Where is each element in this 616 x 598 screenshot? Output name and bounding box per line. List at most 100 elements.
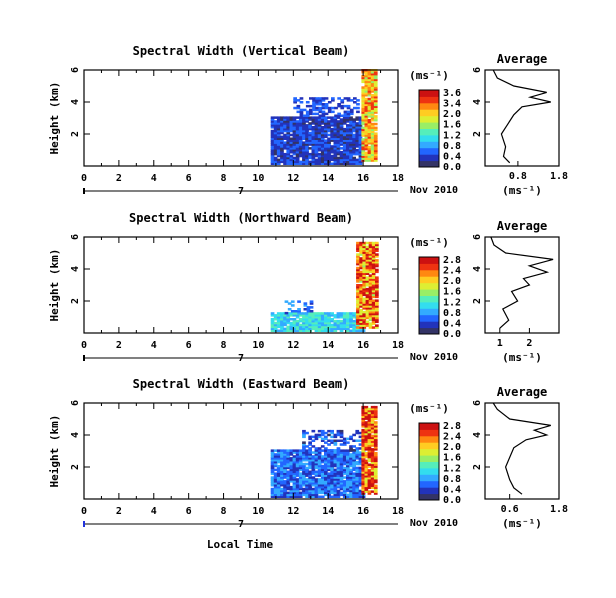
heatmap-cell	[333, 154, 338, 158]
heatmap-cell	[273, 149, 278, 152]
heatmap-cell	[364, 72, 369, 76]
heatmap-cell	[352, 141, 356, 144]
heatmap-cell	[302, 124, 306, 127]
heatmap-cell	[327, 484, 331, 487]
heatmap-cell	[370, 143, 375, 147]
heatmap-cell	[320, 147, 325, 150]
heatmap-cell	[336, 116, 341, 119]
heatmap-cell	[302, 445, 306, 448]
heatmap-cell	[342, 493, 347, 497]
heatmap-cell	[336, 321, 341, 325]
heatmap-cell	[311, 482, 316, 485]
heatmap-cell	[373, 411, 378, 415]
heatmap-cell	[324, 451, 328, 454]
heatmap-cell	[373, 122, 378, 126]
heatmap-cell	[314, 131, 319, 135]
heatmap-cell	[305, 431, 309, 435]
heatmap-cell	[336, 160, 341, 164]
heatmap-cell	[336, 323, 341, 327]
heatmap-cell	[352, 158, 356, 162]
heatmap-cell	[302, 133, 306, 137]
heatmap-cell	[367, 415, 372, 418]
heatmap-cell	[273, 472, 278, 475]
heatmap-cell	[370, 475, 375, 478]
heatmap-cell	[349, 116, 353, 119]
heatmap-cell	[270, 129, 275, 133]
heatmap-cell	[355, 493, 360, 497]
heatmap-cell	[336, 429, 341, 433]
heatmap-cell	[339, 431, 344, 435]
heatmap-cell	[330, 156, 334, 160]
heatmap-cell	[356, 286, 360, 289]
heatmap-cell	[276, 316, 281, 319]
heatmap-cell	[283, 133, 287, 137]
heatmap-cell	[352, 453, 356, 456]
heatmap-cell	[330, 122, 334, 125]
heatmap-cell	[298, 487, 303, 491]
heatmap-cell	[333, 116, 338, 119]
heatmap-cell	[362, 322, 367, 325]
heatmap-cell	[327, 321, 331, 325]
heatmap-cell	[327, 453, 331, 456]
heatmap-cell	[339, 154, 344, 158]
heatmap-cell	[308, 141, 312, 144]
heatmap-cell	[370, 448, 375, 451]
heatmap-cell	[305, 149, 309, 152]
heatmap-cell	[327, 487, 331, 491]
heatmap-cell	[298, 120, 303, 123]
heatmap-cell	[346, 131, 350, 135]
heatmap-cell	[371, 295, 376, 299]
heatmap-cell	[333, 124, 338, 127]
heatmap-cell	[283, 482, 287, 485]
heatmap-cell	[295, 160, 300, 164]
heatmap-cell	[370, 138, 375, 141]
heatmap-cell	[373, 128, 378, 132]
heatmap-cell	[305, 462, 309, 466]
heatmap-cell	[330, 491, 334, 495]
heatmap-cell	[339, 439, 344, 442]
heatmap-cell	[289, 325, 294, 329]
heatmap-cell	[339, 478, 344, 481]
heatmap-cell	[314, 139, 319, 142]
heatmap-cell	[336, 489, 341, 493]
heatmap-cell	[327, 158, 331, 162]
heatmap-cell	[339, 451, 344, 454]
heatmap-cell	[331, 99, 335, 102]
heatmap-cell	[336, 453, 341, 456]
heatmap-cell	[283, 120, 287, 123]
heatmap-cell	[321, 103, 326, 106]
heatmap-cell	[349, 127, 353, 131]
heatmap-cell	[355, 489, 360, 493]
heatmap-cell	[327, 482, 331, 485]
heatmap-cell	[286, 495, 291, 498]
colorbar-swatch	[419, 461, 439, 469]
heatmap-cell	[305, 312, 309, 315]
heatmap-cell	[362, 287, 367, 291]
heatmap-cell	[373, 405, 378, 409]
heatmap-cell	[365, 247, 370, 251]
heatmap-cell	[311, 127, 316, 131]
heatmap-cell	[324, 147, 328, 150]
heatmap-cell	[302, 316, 306, 319]
panel-title: Spectral Width (Eastward Beam)	[133, 377, 350, 391]
heatmap-cell	[371, 310, 376, 314]
heatmap-cell	[320, 314, 325, 317]
colorbar-tick-label: 2.0	[443, 442, 461, 453]
colorbar-swatch	[419, 269, 439, 277]
heatmap-cell	[273, 455, 278, 458]
heatmap-cell	[362, 251, 367, 254]
heatmap-cell	[373, 117, 378, 120]
heatmap-cell	[311, 135, 316, 139]
heatmap-cell	[358, 151, 363, 154]
heatmap-cell	[314, 472, 319, 475]
heatmap-cell	[283, 470, 287, 473]
heatmap-cell	[342, 152, 347, 156]
heatmap-cell	[324, 476, 328, 479]
heatmap-cell	[308, 485, 312, 489]
heatmap-cell	[333, 455, 338, 458]
heatmap-cell	[342, 457, 347, 460]
heatmap-cell	[330, 472, 334, 475]
average-profile-line	[492, 402, 551, 495]
heatmap-cell	[356, 309, 360, 312]
heatmap-cell	[280, 491, 284, 495]
